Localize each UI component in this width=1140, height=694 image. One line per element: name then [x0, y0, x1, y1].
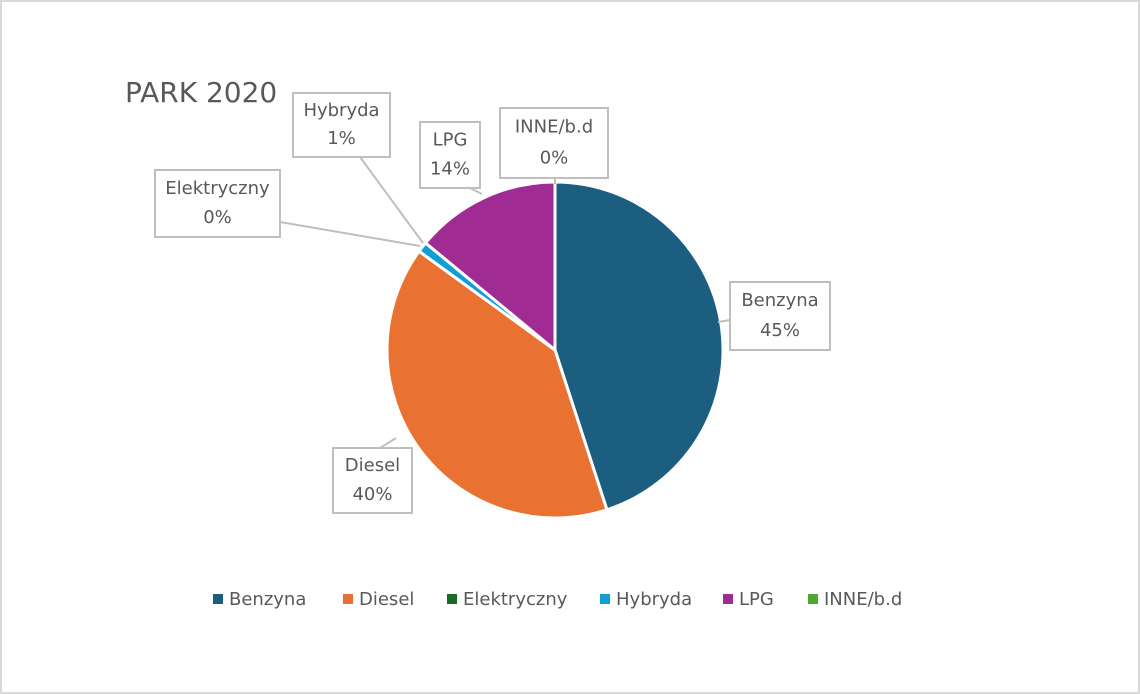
data-label-box	[154, 169, 281, 238]
pie-slice	[424, 180, 557, 352]
data-label-name: Hybryda	[303, 100, 379, 121]
data-label-name: Benzyna	[741, 290, 818, 311]
leader-line	[379, 437, 397, 449]
legend-swatch	[723, 594, 733, 604]
data-label-name: INNE/b.d	[515, 117, 593, 138]
data-label-value: 0%	[540, 147, 569, 168]
pie-slice	[553, 180, 725, 512]
leader-line	[359, 156, 424, 244]
legend-label: Elektryczny	[463, 589, 568, 610]
legend-label: LPG	[739, 589, 774, 610]
data-label-value: 45%	[760, 320, 800, 341]
data-label-value: 14%	[430, 159, 470, 180]
legend-label: Diesel	[359, 589, 414, 610]
leader-line	[717, 319, 731, 323]
data-label-value: 0%	[203, 207, 232, 228]
legend-label: INNE/b.d	[824, 589, 902, 610]
data-label-name: Elektryczny	[165, 178, 270, 199]
pie-slice	[385, 249, 609, 520]
data-label-box	[729, 281, 831, 351]
data-label-box	[499, 107, 609, 179]
data-label-name: LPG	[433, 129, 468, 150]
legend-swatch	[343, 594, 353, 604]
data-label-box	[292, 92, 391, 158]
legend-label: Hybryda	[616, 589, 692, 610]
legend-label: Benzyna	[229, 589, 306, 610]
data-label-box	[419, 121, 481, 189]
data-label-value: 40%	[352, 484, 392, 505]
legend-swatch	[808, 594, 818, 604]
legend-swatch	[447, 594, 457, 604]
legend-swatch	[600, 594, 610, 604]
leader-line	[279, 221, 421, 247]
data-label-value: 1%	[327, 128, 356, 149]
data-label-box	[332, 447, 413, 514]
chart-title: PARK 2020	[125, 76, 277, 109]
legend-swatch	[213, 594, 223, 604]
data-label-name: Diesel	[345, 455, 400, 476]
